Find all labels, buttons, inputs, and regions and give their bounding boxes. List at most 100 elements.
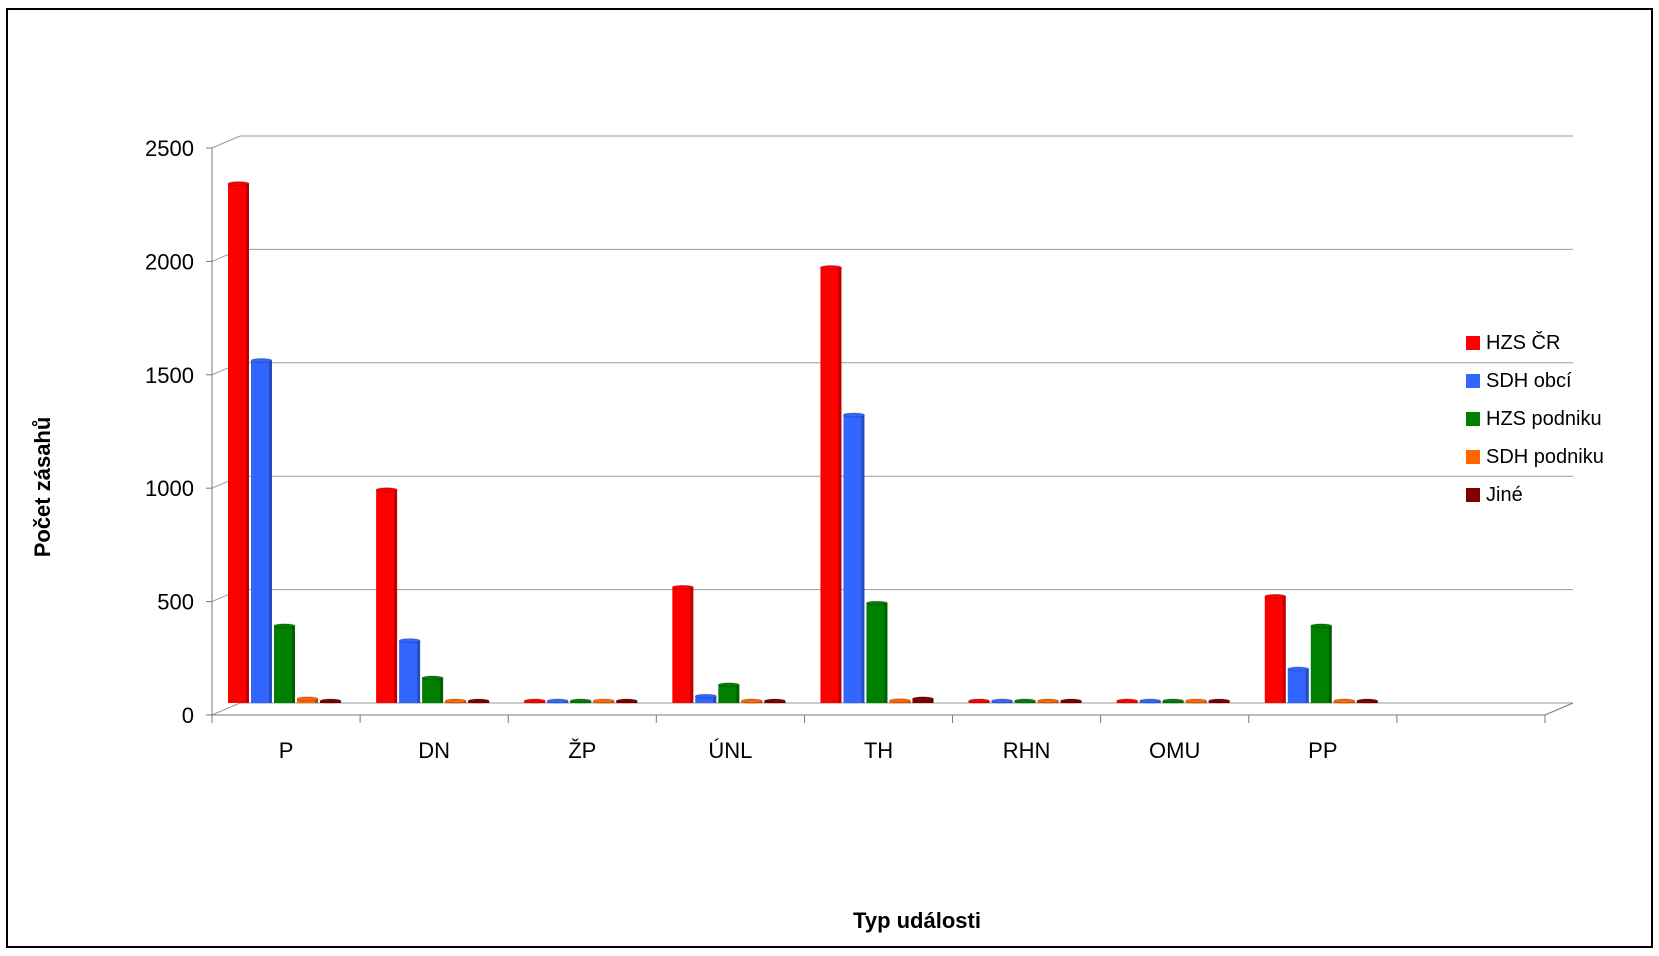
bar-th-sdh-podniku: [888, 698, 911, 704]
legend-label: SDH obcí: [1486, 370, 1572, 392]
bar-face: [274, 625, 295, 703]
bar-omu-jine: [1208, 698, 1231, 704]
bar-side: [315, 698, 318, 703]
x-tick-label-pp: PP: [1308, 738, 1337, 763]
bar-face: [228, 183, 249, 704]
bar-side: [394, 489, 398, 703]
x-tick-label-omu: OMU: [1149, 738, 1200, 763]
bar-top: [911, 696, 934, 702]
bar-top: [467, 698, 490, 704]
bar-rhn-hzs-podniku: [1014, 698, 1037, 704]
bar-th-hzs-podniku: [865, 600, 888, 703]
bar-top: [865, 600, 888, 606]
bar-rhn-sdh-obci: [991, 698, 1014, 704]
bar-face: [1310, 625, 1332, 703]
bar-unl-hzs-podniku: [717, 682, 740, 703]
bar-top: [1356, 698, 1379, 704]
legend-label: HZS ČR: [1486, 331, 1560, 354]
legend-swatch: [1466, 336, 1480, 350]
x-tick-label-zp: ŽP: [568, 738, 596, 763]
bar-face: [672, 587, 694, 703]
bar-top: [1116, 698, 1139, 704]
x-axis-ticks: P DN ŽP ÚNL TH RHN OMU PP: [211, 715, 1546, 763]
bar-top: [1208, 698, 1231, 704]
bar-face: [376, 489, 398, 703]
bar-face: [718, 684, 740, 703]
bar-th-sdh-obci: [842, 412, 865, 703]
bar-top: [1185, 698, 1208, 704]
y-tick-label: 1000: [145, 476, 194, 501]
bar-p-sdh-obci: [250, 358, 273, 703]
bar-dn-jine: [467, 698, 490, 704]
bar-p-sdh-podniku: [296, 696, 319, 703]
bar-omu-hzs-podniku: [1162, 698, 1185, 704]
bar-pp-jine: [1356, 698, 1379, 704]
bar-face: [1287, 668, 1309, 703]
legend-label: SDH podniku: [1486, 446, 1604, 468]
bar-face: [251, 360, 272, 703]
bar-pp-sdh-obci: [1287, 666, 1310, 703]
bar-face: [297, 698, 318, 703]
bar-p-jine: [319, 698, 342, 704]
bar-top: [763, 698, 786, 704]
bar-top: [444, 698, 467, 704]
bar-side: [930, 698, 934, 703]
x-axis-title: Typ události: [853, 908, 981, 933]
x-tick-label-th: TH: [864, 738, 893, 763]
bar-top: [1162, 698, 1185, 704]
bar-top: [968, 698, 991, 704]
bar-top: [273, 623, 296, 629]
bars: [227, 181, 1379, 704]
bar-face: [399, 640, 421, 703]
bar-side: [1305, 668, 1309, 703]
bar-rhn-sdh-podniku: [1037, 698, 1060, 704]
legend-swatch: [1466, 374, 1480, 388]
bar-top: [250, 358, 273, 364]
bar-zp-sdh-obci: [546, 698, 569, 704]
bar-top: [615, 698, 638, 704]
bar-zp-hzs-podniku: [569, 698, 592, 704]
bar-face: [1264, 596, 1286, 703]
bar-unl-hzs-cr: [671, 584, 694, 703]
bar-omu-hzs-cr: [1116, 698, 1139, 704]
bar-top: [1037, 698, 1060, 704]
bar-top: [592, 698, 615, 704]
y-axis-ticks: 0 500 1000 1500 2000 2500: [145, 136, 212, 728]
legend-item-sdh-podniku: SDH podniku: [1466, 446, 1604, 468]
bar-side: [417, 640, 421, 703]
bar-unl-sdh-obci: [694, 693, 717, 703]
bar-pp-hzs-cr: [1264, 593, 1287, 703]
bar-face: [820, 267, 842, 703]
bar-top: [398, 638, 421, 644]
bar-dn-hzs-cr: [375, 487, 398, 703]
bar-pp-sdh-podniku: [1333, 698, 1356, 704]
bar-side: [838, 267, 842, 703]
legend-item-hzs-podniku: HZS podniku: [1466, 408, 1602, 430]
bar-pp-hzs-podniku: [1310, 623, 1333, 703]
bar-dn-sdh-obci: [398, 638, 421, 703]
bar-side: [907, 700, 911, 703]
bar-top: [819, 265, 842, 271]
bar-side: [440, 678, 444, 703]
bar-top: [375, 487, 398, 493]
bar-unl-jine: [763, 698, 786, 704]
x-tick-label-unl: ÚNL: [708, 738, 752, 763]
bar-zp-jine: [615, 698, 638, 704]
y-tick-label: 2500: [145, 136, 194, 161]
bar-top: [319, 698, 342, 704]
bar-omu-sdh-obci: [1139, 698, 1162, 704]
y-tick-label: 2000: [145, 249, 194, 274]
bar-top: [740, 698, 763, 704]
bar-face: [866, 603, 888, 703]
bar-th-hzs-cr: [819, 265, 842, 703]
bar-zp-hzs-cr: [523, 698, 546, 704]
bar-top: [1014, 698, 1037, 704]
bar-face: [695, 696, 717, 703]
bar-dn-sdh-podniku: [444, 698, 467, 704]
bar-side: [1282, 596, 1286, 703]
bar-top: [1310, 623, 1333, 629]
bar-th-jine: [911, 696, 934, 703]
bar-rhn-jine: [1060, 698, 1083, 704]
x-tick-label-p: P: [279, 738, 294, 763]
bar-top: [1287, 666, 1310, 672]
